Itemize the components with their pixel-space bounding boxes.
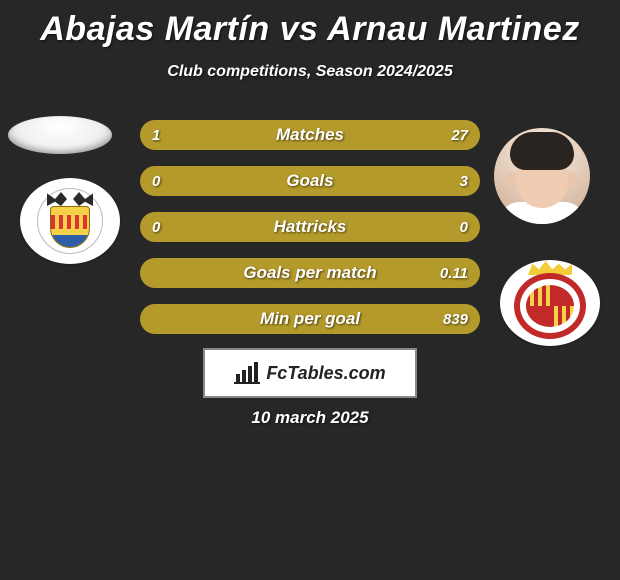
stat-row: Goals per match 0.11 bbox=[140, 258, 480, 288]
stat-label: Hattricks bbox=[274, 217, 347, 237]
stat-left-value: 0 bbox=[152, 219, 160, 236]
stat-right-value: 27 bbox=[451, 127, 468, 144]
stat-row: 0 Goals 3 bbox=[140, 166, 480, 196]
stat-right-value: 0.11 bbox=[440, 265, 468, 282]
subtitle: Club competitions, Season 2024/2025 bbox=[0, 63, 620, 81]
stat-right-value: 0 bbox=[460, 219, 468, 236]
stat-row: 0 Hattricks 0 bbox=[140, 212, 480, 242]
brand-text: FcTables.com bbox=[266, 363, 385, 384]
page-title: Abajas Martín vs Arnau Martinez bbox=[0, 0, 620, 49]
stat-left-value: 0 bbox=[152, 173, 160, 190]
brand-box: FcTables.com bbox=[203, 348, 417, 398]
bar-chart-icon bbox=[234, 362, 260, 384]
stat-row: 1 Matches 27 bbox=[140, 120, 480, 150]
comparison-card: Abajas Martín vs Arnau Martinez Club com… bbox=[0, 0, 620, 580]
stat-label: Goals per match bbox=[243, 263, 376, 283]
stat-label: Min per goal bbox=[260, 309, 360, 329]
stat-right-value: 3 bbox=[460, 173, 468, 190]
stat-label: Goals bbox=[286, 171, 333, 191]
stat-right-value: 839 bbox=[443, 311, 468, 328]
stat-label: Matches bbox=[276, 125, 344, 145]
stat-row: Min per goal 839 bbox=[140, 304, 480, 334]
date-text: 10 march 2025 bbox=[0, 408, 620, 428]
stat-left-value: 1 bbox=[152, 127, 160, 144]
stats-list: 1 Matches 27 0 Goals 3 0 Hattricks 0 Goa… bbox=[0, 120, 620, 350]
